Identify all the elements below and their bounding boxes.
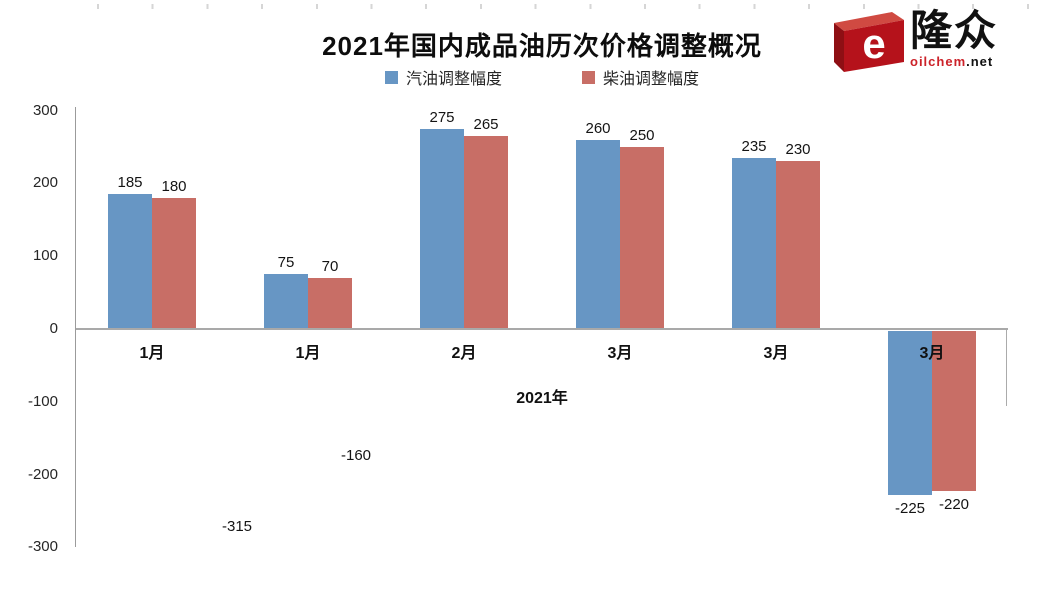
legend-item-diesel: 柴油调整幅度: [582, 65, 699, 89]
plot-right-border: [1006, 330, 1007, 406]
top-gridline-artifacts: [97, 4, 1037, 9]
legend-swatch-diesel-icon: [582, 70, 595, 84]
bar-diesel: [620, 146, 664, 329]
bar-gasoline: [888, 331, 932, 495]
bar-value-label: 265: [473, 115, 499, 133]
x-axis-zero-line: [76, 328, 1008, 330]
bar-diesel: [464, 135, 508, 329]
logo-domain: oilchem.net: [910, 55, 998, 69]
y-axis-tick-label: 100: [32, 247, 58, 265]
logo-domain-net: .net: [966, 54, 994, 69]
bar-diesel: [932, 331, 976, 492]
legend-label-gasoline: 汽油调整幅度: [405, 71, 502, 88]
x-axis-category-label: 1月: [139, 345, 165, 362]
bar-value-label: 185: [117, 174, 143, 192]
legend-item-gasoline: 汽油调整幅度: [384, 65, 502, 89]
bar-diesel: [776, 161, 820, 329]
legend-label-diesel: 柴油调整幅度: [603, 71, 700, 88]
bar-gasoline: [264, 274, 308, 329]
bar-value-label: 260: [585, 119, 611, 137]
x-axis-category-label: 1月: [295, 345, 321, 362]
x-axis-category-label: 2月: [451, 345, 477, 362]
y-axis-tick-label: 0: [49, 320, 58, 337]
y-axis-tick-label: -200: [27, 465, 58, 483]
bar-value-label: 230: [785, 141, 811, 159]
bar-value-label: -220: [938, 496, 970, 514]
x-axis-title: 2021年: [516, 390, 568, 407]
logo-text: 隆众 oilchem.net: [910, 8, 998, 69]
y-axis-tick-label: 300: [32, 101, 58, 119]
bar-value-label: 75: [277, 254, 295, 272]
y-axis-tick-label: -100: [27, 392, 58, 410]
bar-value-label: 250: [629, 126, 655, 144]
bar-diesel: [152, 197, 196, 329]
bar-value-label: 275: [429, 108, 455, 126]
legend: 汽油调整幅度 柴油调整幅度: [76, 64, 1008, 90]
x-axis-category-label: 3月: [607, 345, 633, 362]
y-axis-line: [75, 107, 76, 547]
floating-value-label: -315: [221, 518, 253, 535]
bar-gasoline: [576, 139, 620, 329]
y-axis-tick-label: 200: [32, 174, 58, 192]
logo-cube-icon: e: [834, 12, 904, 72]
floating-value-label: -160: [340, 447, 372, 464]
bar-diesel: [308, 278, 352, 329]
bar-gasoline: [108, 194, 152, 329]
chart-title: 2021年国内成品油历次价格调整概况: [322, 31, 762, 61]
bar-value-label: -225: [894, 499, 926, 517]
logo-e-letter: e: [862, 20, 885, 67]
y-axis-tick-label: -300: [27, 538, 58, 556]
bar-value-label: 235: [741, 137, 767, 155]
bar-gasoline: [732, 157, 776, 329]
bar-gasoline: [420, 128, 464, 329]
bar-value-label: 70: [321, 258, 339, 276]
oilchem-logo: e 隆众 oilchem.net: [830, 8, 1010, 78]
x-axis-category-label: 3月: [919, 345, 945, 362]
x-axis-category-label: 3月: [763, 345, 789, 362]
logo-company-name: 隆众: [910, 7, 999, 54]
legend-swatch-gasoline-icon: [384, 70, 398, 84]
logo-domain-oilchem: oilchem: [910, 54, 967, 69]
bar-value-label: 180: [161, 177, 187, 195]
